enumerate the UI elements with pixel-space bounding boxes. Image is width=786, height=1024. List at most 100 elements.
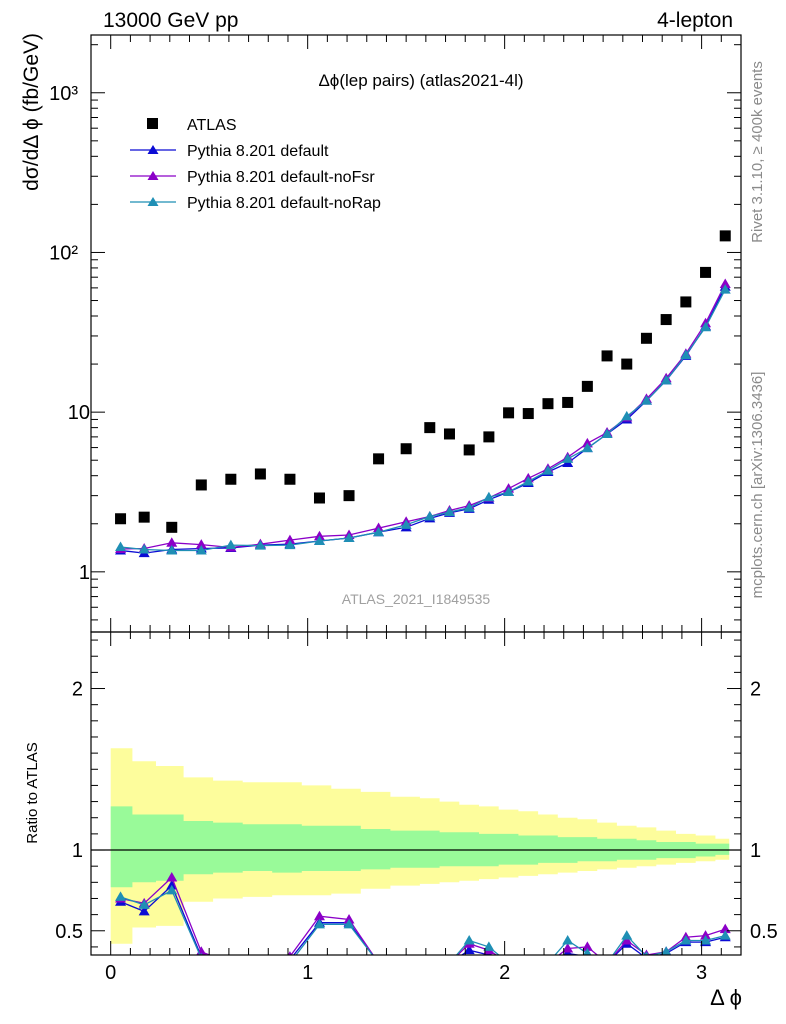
point-norap <box>443 506 455 516</box>
ratio-point-norap <box>680 934 692 945</box>
y-tick-label: 10³ <box>49 83 78 105</box>
data-point-atlas <box>581 380 593 392</box>
ratio-point-norap <box>542 958 553 968</box>
point-norap <box>115 541 127 552</box>
point-norap <box>138 543 150 554</box>
ratio-point-nofsr <box>343 913 355 924</box>
ratio-point-norap <box>225 958 236 968</box>
y-tick-label: 1 <box>79 562 90 584</box>
ratio-plot: 0.5 0.5 1 1 2 2 Ratio to ATLAS <box>24 631 778 968</box>
ratio-point-norap <box>661 946 672 955</box>
data-point-atlas <box>522 408 534 420</box>
point-norap <box>601 428 613 438</box>
x-tick-label: 1 <box>302 962 313 984</box>
point-norap <box>254 540 266 550</box>
ratio-y-tick-label: 2 <box>72 679 83 701</box>
ratio-point-default <box>542 958 553 968</box>
legend-label-default: Pythia 8.201 default <box>187 143 329 160</box>
ratio-point-norap <box>115 891 127 901</box>
data-point-atlas <box>373 453 385 465</box>
ratio-point-default <box>225 958 236 968</box>
legend-label-nofsr: Pythia 8.201 default-noFsr <box>187 169 375 186</box>
ratio-point-nofsr <box>166 871 178 882</box>
ratio-point-default <box>401 958 412 968</box>
data-point-atlas <box>424 422 436 434</box>
point-nofsr <box>166 537 178 547</box>
legend-label-norap: Pythia 8.201 default-noRap <box>187 195 381 212</box>
ratio-y-axis-label: Ratio to ATLAS <box>24 742 41 843</box>
watermark: ATLAS_2021_I1849535 <box>342 591 491 607</box>
ratio-y-tick-label: 0.5 <box>55 921 83 943</box>
ratio-point-norap <box>483 941 495 951</box>
ratio-point-default <box>444 958 455 968</box>
ratio-point-norap <box>700 934 712 945</box>
data-point-atlas <box>443 428 455 440</box>
data-point-atlas <box>640 332 652 344</box>
point-norap <box>542 465 554 475</box>
main-plot: 1 10 10² 10³ Δϕ(lep pairs) (atlas2021-4l) A… <box>20 33 742 633</box>
y-tick-label: 10² <box>49 242 78 264</box>
point-norap <box>373 526 385 537</box>
legend-item-norap: Pythia 8.201 default-noRap <box>130 195 381 212</box>
ratio-point-norap <box>523 958 534 968</box>
data-point-atlas <box>601 350 613 362</box>
data-point-atlas <box>225 473 237 485</box>
data-point-atlas <box>343 490 355 502</box>
data-point-atlas <box>254 468 266 480</box>
ratio-point-norap <box>424 958 435 968</box>
plot-title: Δϕ(lep pairs) (atlas2021-4l) <box>318 71 523 90</box>
data-point-atlas <box>195 479 207 491</box>
data-point-atlas <box>284 473 296 485</box>
ratio-point-default <box>463 944 475 955</box>
point-norap <box>195 545 207 555</box>
ratio-point-nofsr <box>562 943 574 953</box>
ratio-point-nofsr <box>313 910 325 921</box>
ratio-point-norap <box>583 947 592 955</box>
data-point-atlas <box>562 396 574 408</box>
mcplots-label: mcplots.cern.ch [arXiv:1306.3436] <box>749 372 766 599</box>
legend-item-default: Pythia 8.201 default <box>130 143 329 160</box>
ratio-point-nofsr <box>621 934 633 945</box>
line-nofsr <box>120 283 726 550</box>
data-point-atlas <box>463 444 475 456</box>
point-norap <box>313 535 325 545</box>
ratio-y-tick-label-right: 2 <box>750 679 761 701</box>
legend-marker-norap <box>147 197 159 206</box>
data-point-atlas <box>700 266 712 278</box>
ratio-point-default <box>424 958 435 968</box>
ratio-point-default <box>255 958 266 968</box>
header-right: 4-lepton <box>657 9 733 32</box>
ratio-point-default <box>166 880 178 890</box>
data-point-atlas <box>313 492 325 504</box>
point-norap <box>522 475 534 486</box>
ratio-point-norap <box>373 958 384 968</box>
data-point-atlas <box>115 513 127 525</box>
point-norap <box>424 511 436 521</box>
point-norap <box>483 491 495 502</box>
ratio-frame <box>90 631 742 956</box>
ratio-point-default <box>138 905 150 916</box>
ratio-point-nofsr <box>225 958 236 968</box>
point-nofsr <box>195 539 207 549</box>
legend-marker-atlas <box>147 118 158 129</box>
ratio-point-default <box>602 958 613 968</box>
ratio-point-norap <box>138 899 150 909</box>
y-tick-label: 10 <box>68 402 90 424</box>
line-default <box>120 286 726 554</box>
data-point-atlas <box>503 407 515 419</box>
data-point-atlas <box>621 358 633 370</box>
header-left: 13000 GeV pp <box>103 9 238 32</box>
legend: ATLAS Pythia 8.201 default Pythia 8.201 … <box>130 117 381 212</box>
legend-item-nofsr: Pythia 8.201 default-noFsr <box>130 169 375 186</box>
ratio-point-nofsr <box>581 941 593 951</box>
rivet-label: Rivet 3.1.10, ≥ 400k events <box>749 61 766 243</box>
ratio-point-norap <box>343 918 355 929</box>
ratio-y-tick-label-right: 1 <box>750 840 761 862</box>
data-point-atlas <box>680 296 692 308</box>
line-norap <box>120 289 726 552</box>
ratio-point-nofsr <box>523 958 534 968</box>
ratio-point-nofsr <box>255 958 266 968</box>
ratio-point-nofsr <box>287 951 293 955</box>
ratio-point-norap <box>463 934 475 945</box>
ratio-point-nofsr <box>542 958 553 968</box>
